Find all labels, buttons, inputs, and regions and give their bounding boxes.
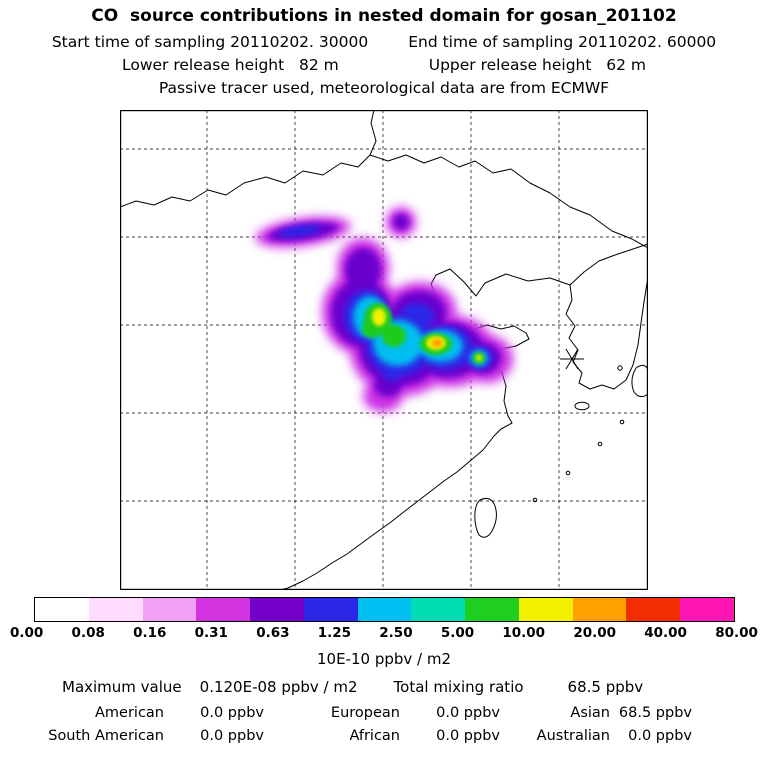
border-north-west [120,110,377,208]
colorbar-segment [626,598,681,621]
colorbar-tick-label: 80.00 [715,625,758,641]
colorbar-segment [88,598,143,621]
release-heights-line: Lower release height 82 m Upper release … [0,56,768,74]
island-ryukyu-3 [597,441,603,447]
colorbar-area: 0.00 0.08 0.16 0.31 0.63 1.25 2.50 5.00 10.00 20.… [0,597,768,668]
colorbar-tick-label: 5.00 [440,625,475,641]
region-label: African [349,728,400,744]
start-time-text: Start time of sampling 20110202. 30000 [51,33,369,51]
max-total-line: Maximum value 0.120E-08 ppbv / m2 Total … [62,678,768,696]
map-panel [120,110,648,590]
total-ratio-label: Total mixing ratio [393,678,524,696]
colorbar-tick-label: 1.25 [317,625,352,641]
colorbar [34,597,735,622]
island-ryukyu-2 [565,470,571,476]
colorbar-segment [465,598,519,621]
region-value: 68.5 ppbv [618,705,692,721]
total-ratio-value: 68.5 ppbv [567,678,644,696]
region-value: 0.0 ppbv [436,705,500,721]
island-kyushu [631,364,648,398]
colorbar-tick-label: 20.00 [573,625,617,641]
sampling-times-line: Start time of sampling 20110202. 30000 E… [0,33,768,51]
coast-korea [565,277,648,390]
border-north-east [369,154,648,249]
map-grid [120,110,648,590]
colorbar-segment [357,598,412,621]
region-value: 0.0 ppbv [436,728,500,744]
colorbar-tick-label: 0.08 [71,625,105,641]
region-value: 0.0 ppbv [200,705,264,721]
colorbar-units-label: 10E-10 ppbv / m2 [316,650,452,668]
island-jeju [574,401,590,411]
stats-block: Maximum value 0.120E-08 ppbv / m2 Total … [0,678,768,744]
colorbar-tick-label: 0.00 [10,625,44,641]
plume [255,207,513,412]
end-time-text: End time of sampling 20110202. 60000 [408,33,717,51]
colorbar-tick-label: 0.63 [256,625,290,641]
island-tsushima [617,365,623,371]
colorbar-tick-label: 10.00 [502,625,546,641]
island-ryukyu-4 [619,419,625,425]
island-ryukyu-1 [532,497,538,503]
region-label: Australian [536,728,610,744]
region-label: South American [48,728,164,744]
colorbar-segment [35,598,89,621]
colorbar-segment [142,598,197,621]
colorbar-segment [572,598,627,621]
colorbar-segment [411,598,466,621]
plume-level-orange [431,339,443,347]
colorbar-segment [196,598,251,621]
tracer-info-text: Passive tracer used, meteorological data… [158,79,610,97]
region-label: Asian [570,705,610,721]
colorbar-tick-label: 2.50 [379,625,413,641]
region-value: 0.0 ppbv [628,728,692,744]
region-value: 0.0 ppbv [200,728,264,744]
region-label: American [94,705,164,721]
region-label: European [330,705,400,721]
colorbar-segment [518,598,573,621]
lower-release-text: Lower release height 82 m [122,56,339,74]
border-korea-china [569,243,648,286]
plot-title: CO source contributions in nested domain… [91,6,677,26]
colorbar-segment [250,598,304,621]
receptor-marker [560,348,584,370]
colorbar-segment [303,598,358,621]
colorbar-ticks: 0.00 0.08 0.16 0.31 0.63 1.25 2.50 5.00 10.00 20.… [10,625,758,641]
colorbar-tick-label: 0.31 [194,625,228,641]
map-svg [120,110,648,590]
island-taiwan [474,498,497,538]
max-value-label: Maximum value [62,678,182,696]
plot-header: CO source contributions in nested domain… [0,0,768,97]
tracer-info-line: Passive tracer used, meteorological data… [0,79,768,97]
colorbar-segment [680,598,734,621]
colorbar-tick-label: 40.00 [644,625,687,641]
colorbar-tick-label: 0.16 [133,625,167,641]
max-value: 0.120E-08 ppbv / m2 [199,678,358,696]
region-stats: American 0.0 ppbv European 0.0 ppbv Asian 68.… [14,705,768,744]
map-frame [120,110,648,590]
upper-release-text: Upper release height 62 m [428,56,646,74]
